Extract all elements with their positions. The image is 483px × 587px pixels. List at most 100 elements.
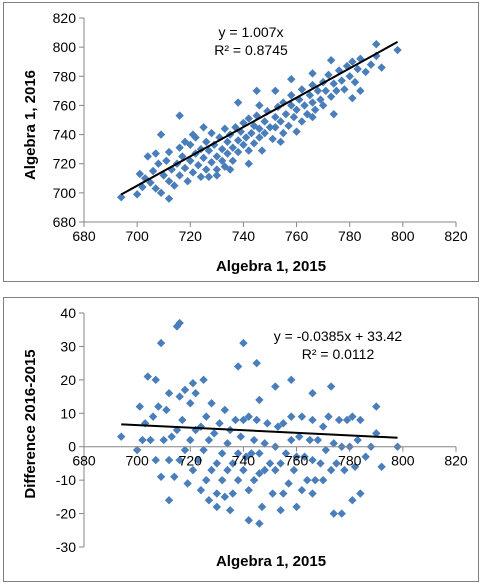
data-point: [348, 496, 357, 505]
y-tick-label: 40: [60, 305, 76, 321]
data-point: [156, 472, 166, 481]
data-point: [117, 432, 126, 441]
data-point: [217, 475, 227, 485]
data-point: [135, 169, 144, 179]
data-point: [300, 452, 309, 461]
y-tick-label: 820: [53, 10, 77, 26]
data-point: [233, 136, 243, 145]
data-point: [252, 86, 261, 96]
y-tick-label: 10: [60, 405, 76, 421]
x-tick-label: 780: [338, 453, 362, 469]
data-point: [276, 506, 285, 515]
x-tick-label: 780: [338, 228, 362, 244]
x-tick-label: 740: [232, 228, 256, 244]
data-point: [212, 171, 222, 180]
data-point: [255, 449, 264, 458]
data-point: [334, 415, 344, 425]
x-tick-label: 720: [179, 228, 203, 244]
data-point: [326, 56, 336, 65]
data-point: [231, 123, 240, 132]
bottom-chart-r2: R² = 0.0112: [302, 346, 375, 362]
data-point: [244, 114, 253, 123]
data-point: [151, 375, 160, 385]
data-point: [186, 399, 195, 408]
data-point: [308, 389, 317, 398]
data-point: [350, 462, 360, 471]
data-point: [324, 412, 333, 421]
data-point: [172, 322, 182, 331]
data-point: [260, 117, 269, 126]
data-point: [207, 158, 216, 167]
data-point: [220, 405, 230, 415]
data-point: [326, 465, 336, 475]
data-point: [202, 137, 211, 147]
data-point: [233, 475, 243, 485]
data-point: [393, 45, 402, 55]
y-tick-label: 20: [60, 372, 76, 388]
data-point: [228, 459, 237, 468]
x-tick-label: 680: [72, 228, 96, 244]
data-point: [366, 60, 376, 69]
data-point: [276, 137, 285, 147]
data-point: [305, 435, 315, 445]
data-point: [255, 395, 264, 405]
data-point: [305, 91, 315, 100]
data-point: [244, 516, 253, 525]
data-point: [180, 137, 190, 147]
data-point: [164, 389, 174, 398]
data-point: [255, 469, 264, 478]
data-point: [318, 422, 328, 431]
data-point: [321, 86, 330, 96]
data-point: [292, 502, 301, 512]
y-tick-label: 760: [53, 97, 77, 113]
data-point: [154, 402, 163, 411]
data-point: [172, 425, 182, 435]
data-point: [117, 193, 126, 202]
data-point: [191, 389, 200, 398]
data-point: [252, 358, 261, 368]
data-point: [244, 412, 253, 421]
data-point: [308, 69, 317, 78]
data-point: [156, 130, 166, 139]
data-point: [132, 190, 142, 199]
data-point: [287, 91, 296, 100]
data-point: [233, 147, 243, 157]
data-point: [316, 459, 325, 468]
data-point: [180, 163, 190, 173]
data-point: [337, 509, 346, 518]
data-point: [348, 93, 357, 103]
data-point: [318, 475, 328, 485]
data-point: [188, 168, 198, 177]
data-point: [228, 143, 237, 152]
data-point: [220, 492, 230, 502]
data-point: [215, 133, 224, 142]
data-point: [202, 165, 211, 174]
x-tick-label: 800: [391, 453, 415, 469]
data-point: [156, 338, 166, 348]
data-point: [276, 117, 285, 126]
x-tick-label: 760: [285, 228, 309, 244]
data-point: [217, 449, 227, 458]
data-point: [308, 489, 317, 498]
data-point: [148, 166, 158, 176]
data-point: [223, 149, 232, 158]
data-point: [281, 449, 291, 458]
data-point: [326, 92, 336, 101]
data-point: [292, 452, 301, 461]
data-point: [297, 117, 307, 126]
data-point: [217, 144, 227, 154]
data-point: [191, 133, 200, 142]
data-point: [233, 98, 243, 107]
x-tick-label: 700: [125, 228, 149, 244]
data-point: [199, 375, 208, 385]
data-point: [289, 112, 299, 122]
y-tick-label: 680: [53, 214, 77, 230]
y-tick-label: 740: [53, 127, 77, 143]
data-point: [244, 146, 253, 155]
data-point: [300, 101, 309, 110]
data-point: [361, 67, 370, 77]
y-tick-label: 0: [68, 439, 76, 455]
x-tick-label: 800: [391, 228, 415, 244]
data-point: [372, 40, 381, 49]
data-point: [151, 455, 160, 465]
